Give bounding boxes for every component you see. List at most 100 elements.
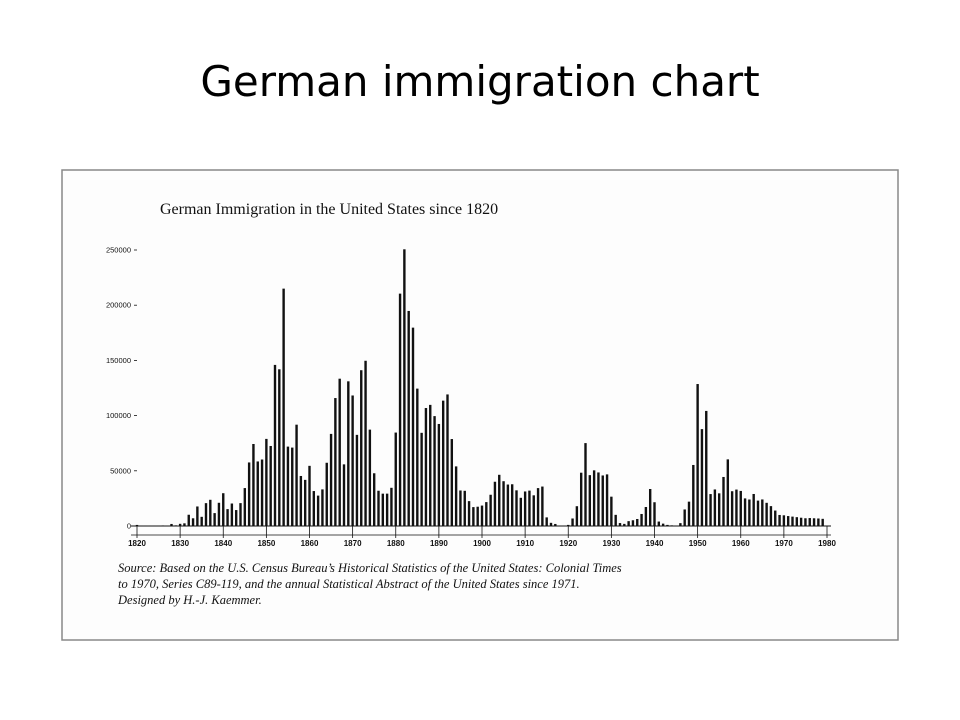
bar: [661, 523, 665, 526]
bar: [282, 288, 285, 526]
bar: [679, 523, 682, 526]
bar: [713, 489, 717, 526]
bar: [325, 462, 328, 526]
bar: [463, 490, 466, 526]
y-tick-label: 250000: [106, 246, 131, 255]
x-tick-label: 1980: [818, 539, 836, 548]
bar: [394, 432, 397, 526]
x-tick-label: 1840: [214, 539, 232, 548]
source-line: to 1970, Series C89-119, and the annual …: [118, 577, 580, 591]
bar: [200, 516, 203, 526]
bar: [506, 484, 510, 526]
bar: [222, 493, 225, 526]
bar: [351, 395, 354, 526]
bar: [161, 525, 165, 526]
bar: [795, 517, 799, 526]
bar: [493, 481, 497, 526]
bar: [554, 523, 557, 526]
bar: [372, 473, 376, 526]
bar: [743, 498, 747, 526]
bar: [260, 459, 264, 526]
x-tick-label: 1850: [257, 539, 275, 548]
bar: [808, 518, 811, 526]
bar: [273, 364, 277, 526]
bar: [381, 493, 385, 526]
bar: [321, 489, 324, 526]
bar: [213, 513, 216, 526]
x-tick-label: 1820: [128, 539, 146, 548]
bar: [187, 514, 190, 526]
bar: [347, 381, 350, 526]
bar: [774, 510, 777, 526]
bar: [299, 475, 303, 526]
bar: [588, 475, 592, 526]
bar: [523, 491, 527, 526]
bar: [334, 398, 337, 526]
slide-title: German immigration chart: [200, 57, 759, 106]
bar: [454, 466, 458, 526]
bar: [735, 489, 738, 526]
bar: [329, 433, 333, 526]
bar: [170, 523, 173, 526]
bar: [247, 462, 251, 526]
bar: [256, 461, 259, 526]
bar: [640, 513, 643, 526]
bar: [761, 499, 764, 526]
bar: [368, 429, 372, 526]
bar: [174, 525, 178, 526]
bar: [390, 487, 393, 526]
bar: [575, 506, 579, 526]
bar: [355, 434, 359, 526]
bar: [618, 523, 622, 526]
bar: [377, 490, 380, 526]
x-tick-label: 1900: [473, 539, 491, 548]
bar: [799, 517, 803, 526]
bar: [687, 501, 691, 526]
bar: [429, 404, 432, 526]
bar: [239, 503, 242, 526]
bar: [739, 490, 742, 526]
bar: [623, 523, 626, 526]
x-tick-label: 1940: [646, 539, 664, 548]
bar: [286, 446, 290, 526]
bar: [804, 518, 807, 526]
bar: [295, 424, 298, 526]
bar: [234, 510, 238, 526]
bar: [196, 506, 199, 526]
bar: [291, 447, 294, 526]
source-line: Source: Based on the U.S. Census Bureau’…: [118, 561, 622, 575]
bar: [385, 493, 389, 526]
bar: [648, 488, 652, 526]
bar: [571, 518, 574, 526]
bar: [420, 432, 423, 526]
bar: [528, 490, 531, 526]
bar: [243, 488, 247, 526]
bar: [778, 514, 781, 526]
bar: [605, 474, 609, 526]
bar: [536, 488, 540, 526]
bar: [782, 515, 786, 526]
x-tick-label: 1930: [602, 539, 620, 548]
bar: [722, 476, 725, 526]
x-tick-label: 1960: [732, 539, 750, 548]
bar: [726, 459, 730, 526]
bar: [545, 517, 548, 526]
bar: [567, 524, 570, 526]
bar: [459, 490, 462, 526]
bar: [601, 475, 604, 526]
bar: [403, 249, 406, 526]
bar: [502, 481, 505, 526]
x-tick-label: 1890: [430, 539, 448, 548]
x-tick-label: 1910: [516, 539, 534, 548]
bar: [812, 518, 816, 526]
bar: [476, 506, 479, 526]
bar: [485, 502, 488, 526]
bar: [183, 523, 186, 526]
bar: [627, 521, 630, 526]
bar: [821, 518, 824, 526]
bar: [636, 518, 639, 526]
bar: [446, 394, 449, 526]
y-tick-label: 0: [127, 522, 131, 531]
y-tick-label: 100000: [106, 411, 131, 420]
bar: [752, 493, 755, 526]
